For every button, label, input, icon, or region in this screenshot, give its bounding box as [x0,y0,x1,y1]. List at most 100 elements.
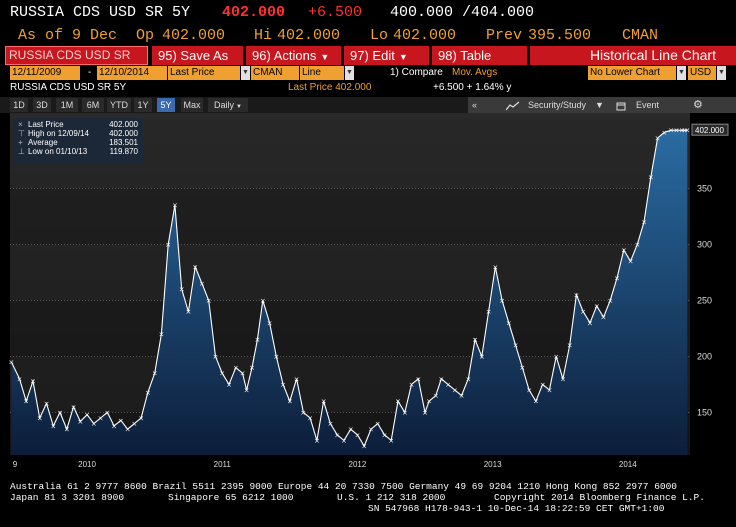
period-select[interactable]: Daily ▼ [208,98,248,112]
y-tick-label: 250 [697,295,712,305]
data-point: × [91,420,97,428]
event-button[interactable]: Event [636,100,660,110]
ticker-header: RUSSIA CDS USD SR 5Y 402.000 +6.500 400.… [0,0,736,26]
chevron-down-icon[interactable]: ▼ [241,66,250,80]
high-value: 402.000 [277,27,341,44]
chart-legend: × Last Price 402.000 ⊤ High on 12/09/14 … [13,118,143,164]
compare-button[interactable]: 1) Compare [390,67,443,78]
data-point: × [249,364,255,372]
data-point: × [111,422,117,430]
grid-band [10,188,690,245]
currency-select[interactable]: USD [688,66,716,80]
footer-phone-japan: Japan 81 3 3201 8900 [10,492,125,503]
average-marker-icon: + [18,138,23,147]
mov-avgs-button[interactable]: Mov. Avgs [452,67,498,78]
y-tick-label: 150 [697,407,712,417]
data-point: × [314,437,320,445]
chevron-down-icon[interactable]: ▼ [677,66,686,80]
data-point: × [668,127,674,135]
range-tab[interactable]: 1D [10,98,28,112]
low-label: Lo [370,27,389,44]
field-select[interactable]: Last Price [168,66,240,80]
data-point: × [634,241,640,249]
date-separator: - [88,67,92,78]
data-point: × [341,437,347,445]
data-point: × [30,378,36,386]
actions-label: Actions [273,48,317,63]
data-point: × [300,409,306,417]
save-as-label: Save As [180,48,229,63]
range-tab[interactable]: YTD [107,98,131,112]
save-as-button[interactable]: 95) Save As [152,46,244,65]
data-point: × [240,370,246,378]
data-point: × [661,129,667,137]
chevron-down-icon[interactable]: ▼ [345,66,354,80]
range-tab[interactable]: 1Y [134,98,152,112]
data-point: × [479,353,485,361]
data-point: × [321,398,327,406]
high-label: Hi [254,27,273,44]
legend-high: ⊤ High on 12/09/14 402.000 [18,129,138,138]
data-point: × [37,415,43,423]
data-point: × [348,426,354,434]
start-date-field[interactable]: 12/11/2009 [10,66,80,80]
data-point: × [601,314,607,322]
collapse-icon[interactable]: « [472,100,478,110]
chevron-down-icon[interactable]: ▼ [717,66,726,80]
data-point: × [172,202,178,210]
data-point: × [280,381,286,389]
data-point: × [415,375,421,383]
data-point: × [368,426,374,434]
data-point: × [57,409,63,417]
footer-copyright: Copyright 2014 Bloomberg Finance L.P. [494,492,705,503]
data-point: × [486,308,492,316]
lower-chart-select[interactable]: No Lower Chart [588,66,676,80]
menu-bar: RUSSIA CDS USD SR 95) Save As 96) Action… [0,46,736,65]
line-chart-icon[interactable] [505,97,520,113]
range-tab[interactable]: 3D [33,98,51,112]
gear-icon[interactable]: ⚙ [693,99,703,111]
data-point: × [77,418,83,426]
data-point: × [409,381,415,389]
event-icon [616,97,626,113]
data-point: × [98,415,104,423]
data-point: × [426,398,432,406]
data-point: × [260,297,266,305]
data-point: × [382,431,388,439]
data-point: × [294,375,300,383]
range-tab[interactable]: 1M [56,98,78,112]
footer-phone-line-1: Australia 61 2 9777 8600 Brazil 5511 239… [10,481,678,492]
last-value-marker [691,123,729,136]
data-point: × [219,370,225,378]
actions-button[interactable]: 96) Actions ▼ [246,46,342,65]
range-tab[interactable]: 6M [82,98,104,112]
last-price-marker-icon: × [18,120,23,129]
data-point: × [192,263,198,271]
data-point: × [674,127,680,135]
data-point: × [118,417,124,425]
data-point: × [580,308,586,316]
range-tab-active[interactable]: 5Y [157,98,175,112]
data-point: × [574,291,580,299]
data-point: × [499,297,505,305]
security-input[interactable]: RUSSIA CDS USD SR [5,46,148,65]
quote-line: As of 9 Dec Op 402.000 Hi 402.000 Lo 402… [0,26,736,46]
source-select[interactable]: CMAN [251,66,299,80]
actions-number: 96) [252,48,271,63]
data-point: × [64,426,70,434]
range-tab[interactable]: Max [181,98,203,112]
save-as-number: 95) [158,48,177,63]
chart-type-select[interactable]: Line [300,66,344,80]
table-button[interactable]: 98) Table [432,46,528,65]
security-study-button[interactable]: Security/Study [528,100,587,110]
footer-phone-us: U.S. 1 212 318 2000 [337,492,446,503]
data-point: × [186,308,192,316]
edit-button[interactable]: 97) Edit ▼ [344,46,430,65]
legend-last-price: × Last Price 402.000 [18,120,138,129]
x-tick-label: 2012 [349,460,367,469]
data-point: × [334,431,340,439]
x-tick-label: 9 [13,460,18,469]
price-chart[interactable]: ××××××××××××××××××××××××××××××××××××××××… [0,113,736,473]
end-date-field[interactable]: 12/10/2014 [97,66,167,80]
period-label: Daily [214,100,235,110]
